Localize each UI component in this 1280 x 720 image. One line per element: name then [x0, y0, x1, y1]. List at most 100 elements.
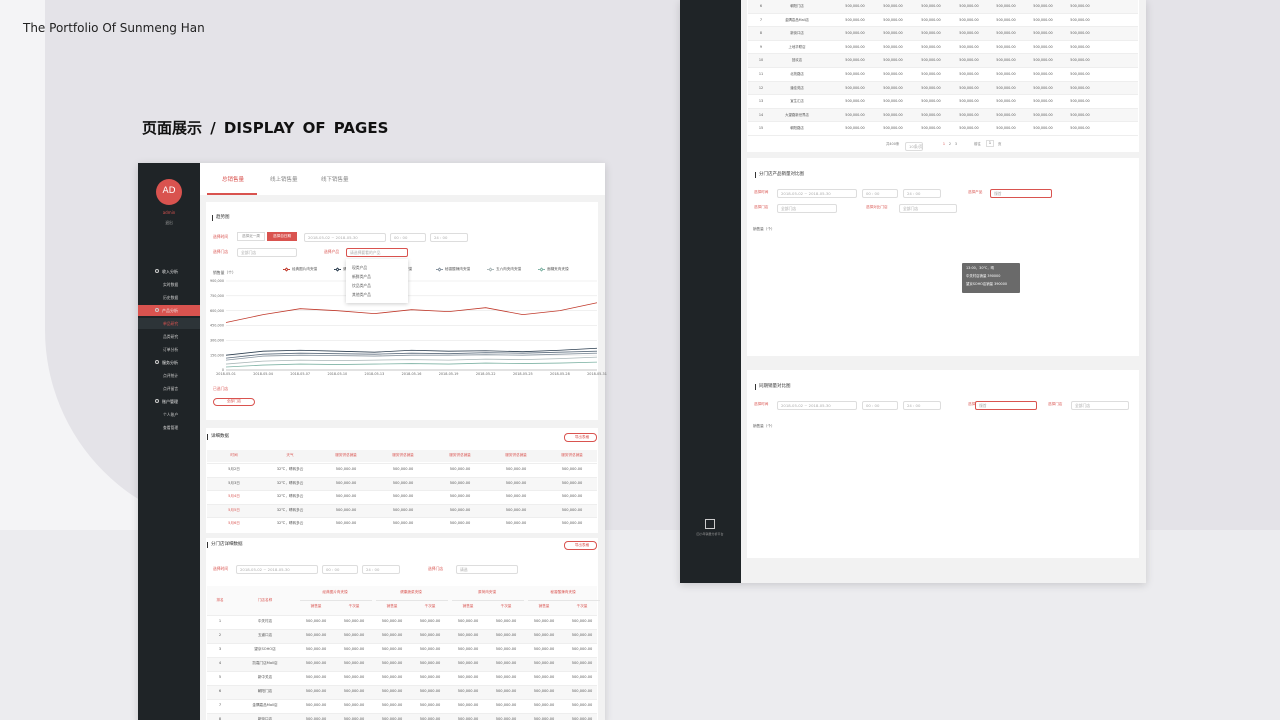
table-cell: 500,000.00	[1033, 126, 1053, 131]
table-cell: 朝阳门店	[790, 4, 804, 8]
date-range[interactable]	[777, 401, 857, 410]
product-select[interactable]	[346, 248, 408, 257]
product-select[interactable]	[990, 189, 1052, 198]
menu-group[interactable]: 产品分析	[162, 308, 178, 313]
store-select[interactable]	[456, 565, 518, 574]
table-row	[748, 108, 1138, 123]
export-button[interactable]	[564, 433, 597, 442]
time-from[interactable]	[862, 401, 898, 410]
time-to[interactable]	[903, 189, 941, 198]
title-mark	[212, 215, 214, 221]
store-select[interactable]	[237, 248, 297, 257]
y-axis-label: 销售量（个）	[753, 424, 775, 428]
table-cell: 8	[218, 717, 222, 720]
tab[interactable]: 总销售量	[222, 177, 245, 183]
time-to[interactable]	[903, 401, 941, 410]
legend-label: 经典图片肉夹馍	[292, 267, 318, 271]
table-header-cell: 时间	[230, 453, 238, 457]
table-header-cell: 服务饼总销量	[505, 453, 527, 457]
store-select[interactable]	[777, 204, 837, 213]
table-cell: 500,000.00	[571, 717, 593, 720]
table-cell: 500,000.00	[343, 633, 365, 637]
menu-item[interactable]: 品类研究	[163, 334, 179, 339]
table-cell: 500,000.00	[959, 58, 979, 63]
table-cell: 12	[758, 85, 764, 90]
table-cell: 朝阳路店	[790, 126, 804, 131]
table-cell: 500,000.00	[996, 58, 1016, 63]
table-cell: 500,000.00	[571, 689, 593, 693]
table-cell: 500,000.00	[845, 4, 865, 8]
group-divider	[452, 600, 524, 601]
table-cell: 500,000.00	[1033, 72, 1053, 76]
table-cell: 500,000.00	[1033, 44, 1053, 49]
table-header-cell: 排名	[216, 598, 224, 602]
menu-item[interactable]: 点评留言	[163, 386, 179, 391]
button[interactable]	[267, 232, 297, 241]
table-cell: 500,000.00	[449, 494, 471, 498]
table-cell: 500,000.00	[419, 633, 441, 637]
menu-group[interactable]: 收入分析	[162, 269, 178, 274]
page-input[interactable]	[986, 140, 994, 147]
table-cell: 500,000.00	[392, 521, 414, 525]
table-cell: 500,000.00	[921, 126, 941, 131]
table-group-header: 原荷肉夹馍	[478, 590, 496, 594]
table-row	[748, 81, 1138, 96]
tab[interactable]: 线下销售量	[321, 177, 349, 183]
menu-item[interactable]: 点评统计	[163, 373, 179, 378]
time-to[interactable]	[430, 233, 468, 242]
menu-group[interactable]: 账户管理	[162, 399, 178, 404]
x-tick-label: 2018-05-01	[216, 372, 236, 376]
time-from[interactable]	[322, 565, 358, 574]
menu-item[interactable]: 个人账户	[163, 412, 179, 417]
store-select[interactable]	[1071, 401, 1129, 410]
table-row	[207, 517, 597, 531]
menu-icon	[155, 308, 159, 312]
table-cell: 7	[218, 703, 222, 707]
table-header-cell: 门店名称	[257, 598, 273, 602]
table-row	[748, 68, 1138, 82]
dropdown-option[interactable]: 新鲜类产品	[352, 274, 371, 279]
title-mark	[755, 172, 757, 178]
table-cell: 500,000.00	[996, 17, 1016, 22]
table-cell: 500,000.00	[996, 72, 1016, 76]
menu-item[interactable]: 实时数据	[163, 282, 179, 287]
table-cell: 500,000.00	[381, 661, 403, 665]
time-to[interactable]	[362, 565, 400, 574]
time-from[interactable]	[862, 189, 898, 198]
table-cell: 500,000.00	[381, 647, 403, 651]
export-button[interactable]	[564, 541, 597, 550]
table-cell: 500,000.00	[959, 4, 979, 8]
table-cell: 15	[758, 126, 764, 131]
menu-item[interactable]: 订单分析	[163, 347, 179, 352]
table-cell: 500,000.00	[883, 17, 903, 22]
button[interactable]	[237, 232, 265, 241]
compare-select[interactable]	[899, 204, 957, 213]
table-cell: 500,000.00	[495, 717, 517, 720]
dropdown-option[interactable]: 其他类产品	[352, 292, 371, 297]
date-range[interactable]	[777, 189, 857, 198]
table-cell: 500,000.00	[959, 17, 979, 22]
page-size[interactable]	[905, 142, 923, 151]
table-cell: 500,000.00	[533, 647, 555, 651]
dropdown-option[interactable]: 饮品类产品	[352, 283, 371, 288]
date-range[interactable]	[304, 233, 386, 242]
table-cell: 500,000.00	[495, 647, 517, 651]
table-cell: 9	[759, 44, 763, 49]
table-cell: 500,000.00	[996, 4, 1016, 8]
dropdown-option[interactable]: 现类产品	[352, 265, 368, 270]
table-cell: 500,000.00	[419, 619, 441, 623]
time-from[interactable]	[390, 233, 426, 242]
menu-group[interactable]: 服务分析	[162, 360, 178, 365]
tag-button[interactable]	[213, 398, 255, 406]
menu-item[interactable]: 历史数据	[163, 295, 179, 300]
filter-label: 选择门店	[428, 566, 444, 571]
tab[interactable]: 线上销售量	[270, 177, 298, 183]
platform-logo	[705, 519, 715, 529]
table-cell: 32℃，晴转多云	[276, 507, 304, 512]
product-select[interactable]	[975, 401, 1037, 410]
menu-item[interactable]: 单品研究	[163, 321, 179, 326]
table-cell: 上地华联店	[788, 44, 806, 49]
y-tick-label: 900,000	[210, 279, 224, 283]
date-range[interactable]	[236, 565, 318, 574]
menu-item[interactable]: 查看管理	[163, 425, 179, 430]
